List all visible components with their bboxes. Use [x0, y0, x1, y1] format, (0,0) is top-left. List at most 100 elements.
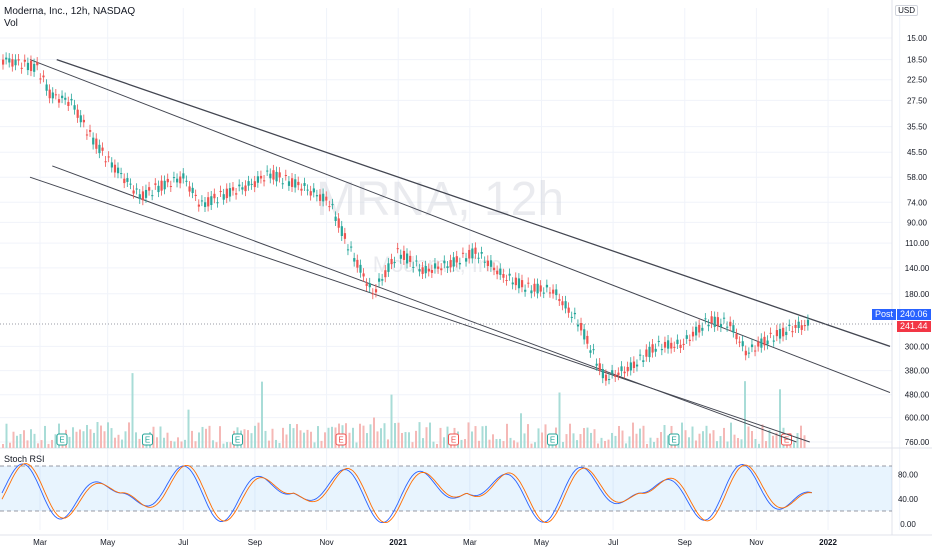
candle-body [564, 301, 567, 309]
volume-bar [401, 432, 403, 448]
time-tick-label: Jul [178, 538, 188, 547]
candle-body [545, 284, 549, 288]
volume-bar [264, 430, 267, 448]
candle-body [266, 170, 269, 172]
candle-body [141, 191, 145, 201]
stoch-rsi-label[interactable]: Stoch RSI [4, 454, 45, 464]
candle-body [328, 206, 331, 208]
volume-bar [775, 432, 778, 448]
volume-bar [135, 432, 137, 448]
candle-body [738, 341, 741, 343]
candle-body [148, 187, 151, 191]
candle-body [402, 250, 406, 260]
candle-body [263, 180, 266, 182]
volume-bar [387, 439, 389, 448]
volume-bar [779, 389, 781, 448]
volume-bar [271, 428, 274, 448]
candle-body [676, 339, 679, 344]
volume-bar [558, 392, 561, 448]
candle-body [238, 184, 241, 187]
candle-body [185, 180, 188, 182]
time-tick-label: Mar [33, 538, 47, 547]
candle-body [775, 330, 779, 337]
candle-body [670, 342, 673, 349]
volume-bar [47, 443, 50, 448]
volume-bar [649, 437, 652, 448]
candle-body [340, 226, 343, 237]
volume-bar [138, 438, 141, 448]
price-tick-label: 27.50 [907, 96, 928, 105]
candle-body [782, 327, 785, 337]
volume-bar [471, 431, 473, 448]
volume-bar [572, 433, 575, 448]
candle-body [707, 324, 710, 327]
candle-body [76, 109, 79, 118]
volume-bar [611, 432, 613, 448]
candle-body [614, 375, 617, 377]
volume-bar [446, 426, 449, 448]
candle-body [85, 134, 89, 136]
candle-body [346, 249, 350, 251]
candle-body [54, 94, 58, 96]
candle-body [412, 266, 415, 268]
volume-bar [366, 433, 368, 448]
volume-bar [156, 437, 158, 448]
candle-body [465, 258, 468, 262]
symbol-title[interactable]: Moderna, Inc., 12h, NASDAQ [4, 6, 136, 17]
candle-body [536, 283, 539, 294]
time-tick-label: Nov [749, 538, 763, 547]
candle-body [23, 59, 26, 62]
candle-body [527, 282, 530, 284]
candle-body [194, 194, 197, 196]
volume-bar [499, 438, 501, 448]
volume-bar [390, 394, 393, 448]
candle-body [110, 162, 113, 168]
candle-body [188, 186, 191, 192]
candle-body [791, 331, 794, 333]
candle-body [331, 204, 334, 206]
earnings-marker [232, 433, 243, 446]
candle-body [399, 254, 402, 259]
volume-bar [5, 423, 8, 448]
candle-body [107, 156, 110, 158]
candle-body [573, 312, 577, 315]
volume-bar [313, 442, 316, 448]
last-value: 241.44 [900, 321, 928, 331]
candle-body [480, 252, 483, 254]
candle-body [123, 178, 126, 184]
earnings-marker-label: E [145, 436, 150, 445]
currency-badge[interactable]: USD [895, 5, 918, 16]
time-tick-label: Nov [319, 538, 333, 547]
volume-bar [768, 429, 771, 448]
candle-body [378, 278, 381, 282]
volume-label[interactable]: Vol [4, 18, 18, 29]
volume-bar [331, 426, 333, 448]
volume-bar [89, 429, 92, 448]
candle-body [418, 269, 421, 272]
volume-bar [121, 439, 123, 448]
candle-body [555, 289, 558, 296]
volume-bar [663, 425, 666, 448]
candle-body [207, 197, 210, 207]
volume-bar [114, 437, 116, 448]
candle-body [101, 147, 104, 151]
rsi-tick-label: 0.00 [900, 520, 916, 529]
volume-bar [534, 442, 536, 448]
volume-bar [54, 434, 57, 448]
volume-bar [355, 442, 358, 448]
candle-body [589, 350, 592, 353]
volume-bar [432, 441, 435, 448]
candle-body [350, 246, 353, 248]
candle-body [769, 332, 772, 334]
volume-bar [394, 423, 396, 448]
candle-body [135, 188, 138, 190]
volume-bar [159, 426, 162, 448]
candle-body [760, 338, 763, 348]
candle-body [247, 181, 250, 186]
candle-body [406, 253, 409, 264]
candle-body [284, 175, 287, 177]
candle-body [446, 266, 449, 268]
volume-bar [173, 441, 176, 448]
candle-body [514, 277, 517, 286]
